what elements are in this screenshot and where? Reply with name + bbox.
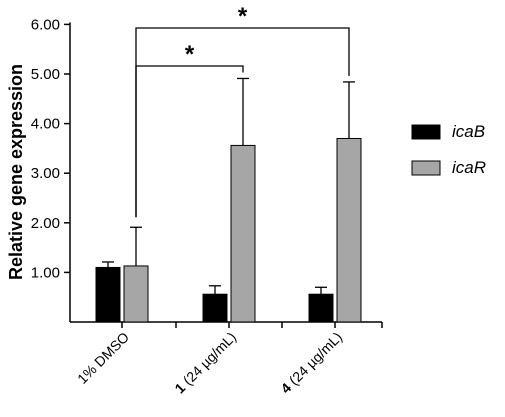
significance-bracket (135, 65, 244, 218)
significance-star: * (238, 3, 248, 30)
legend-label-icaR: icaR (452, 158, 486, 177)
category-label: 1 (24 µg/mL) (171, 329, 239, 397)
bar-icaB (95, 266, 121, 323)
y-tick-label: 6.00 (31, 16, 60, 33)
bar-icaR (230, 144, 256, 323)
category-label-text: 1% DMSO (74, 329, 132, 387)
bar-icaR (336, 137, 362, 323)
legend-swatch-icaR (411, 160, 441, 176)
y-tick-label: 5.00 (31, 66, 60, 83)
y-tick-label: 3.00 (31, 165, 60, 182)
significance-star: * (185, 41, 195, 68)
y-tick-label: 1.00 (31, 264, 60, 281)
significance-bracket (135, 27, 350, 218)
category-label: 4 (24 µg/mL) (277, 329, 345, 397)
y-axis-label: Relative gene expression (6, 64, 26, 280)
bar-icaB (202, 293, 228, 323)
category-label-text: (24 µg/mL) (177, 329, 239, 391)
bar-icaR (123, 265, 149, 323)
legend-swatch-icaB (411, 124, 441, 140)
y-tick-label: 4.00 (31, 116, 60, 133)
y-tick-label: 2.00 (31, 215, 60, 232)
bar-icaB (308, 293, 334, 323)
category-label: 1% DMSO (74, 329, 132, 387)
category-label-text: (24 µg/mL) (283, 329, 345, 391)
legend-label-icaB: icaB (452, 122, 485, 141)
